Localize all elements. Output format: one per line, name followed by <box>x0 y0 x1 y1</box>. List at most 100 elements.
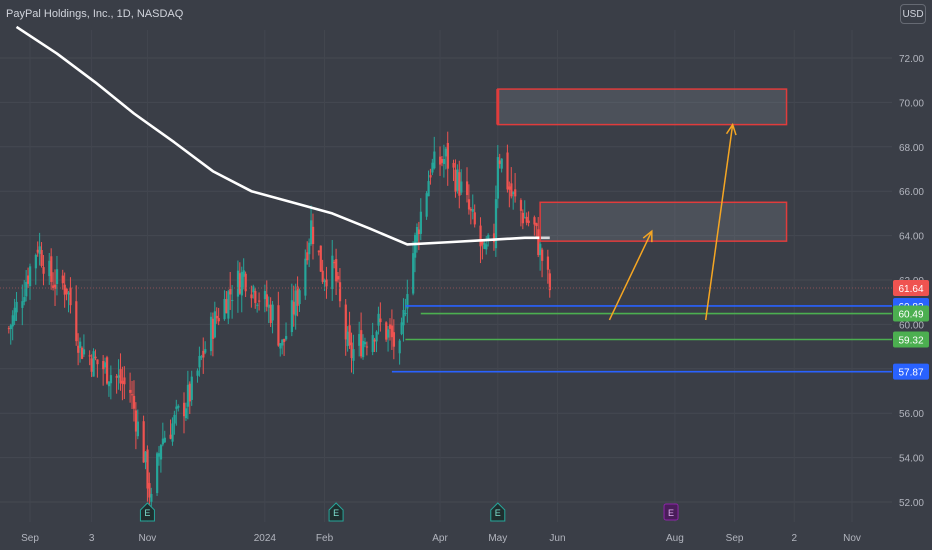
candle-body <box>527 220 530 224</box>
candle-body <box>387 329 390 338</box>
candle-body <box>519 200 523 211</box>
candle-body <box>508 186 511 190</box>
grid-lines <box>0 30 892 522</box>
level-tag-57.87-bg <box>893 363 929 380</box>
last-price-tag-bg <box>893 279 929 296</box>
candle-body <box>452 162 455 168</box>
candle-body <box>132 395 136 409</box>
candle-body <box>456 169 459 191</box>
y-tick-label: 64.00 <box>899 232 924 243</box>
target-arrow <box>608 230 653 321</box>
candle-body <box>365 346 369 348</box>
candle-body <box>15 301 18 313</box>
candle-body <box>134 410 138 432</box>
candle-body <box>317 250 320 253</box>
candle-body <box>398 340 401 354</box>
candle-body <box>231 299 234 302</box>
candle-body <box>190 376 193 400</box>
candle-body <box>186 384 190 407</box>
earnings-badge <box>663 503 679 521</box>
candle-body <box>144 451 147 463</box>
candle-body <box>119 369 122 384</box>
candle-body <box>331 255 334 290</box>
candle-body <box>454 169 457 192</box>
candle-body <box>362 340 365 358</box>
candle-body <box>36 249 39 253</box>
candle-body <box>460 181 463 193</box>
candle-body <box>319 245 322 272</box>
earnings-marker: E <box>328 502 344 522</box>
currency-button[interactable]: USD <box>900 4 926 24</box>
candle-body <box>63 284 66 295</box>
candle-body <box>483 243 486 249</box>
candle-body <box>535 223 538 227</box>
candle-body <box>306 252 309 261</box>
candle-body <box>510 183 513 197</box>
candle-body <box>265 294 268 307</box>
candle-body <box>23 297 26 302</box>
candle-body <box>250 294 253 299</box>
candle-body <box>337 276 340 280</box>
level-tag-57.87: 57.87 <box>898 368 923 379</box>
candle-body <box>229 289 232 295</box>
candle-body <box>171 423 174 442</box>
resistance-zone <box>539 201 788 242</box>
y-tick-label: 52.00 <box>899 498 924 509</box>
candle-body <box>82 349 86 355</box>
candle-body <box>267 304 270 308</box>
candle-body <box>65 288 68 294</box>
candle-body <box>296 286 299 306</box>
candle-body <box>348 325 351 346</box>
x-tick-label: Sep <box>21 533 39 544</box>
candle-body <box>458 172 461 196</box>
candle-body <box>40 250 43 266</box>
resistance-zone <box>497 88 788 126</box>
candle-body <box>385 322 388 340</box>
candle-body <box>371 335 374 353</box>
candle-body <box>77 345 80 353</box>
candle-body <box>107 381 111 387</box>
moving-average-line <box>15 25 550 246</box>
candle-body <box>485 244 488 250</box>
candle-body <box>79 341 82 348</box>
candle-body <box>92 351 95 377</box>
candle-body <box>169 434 172 439</box>
y-tick-label: 60.00 <box>899 320 924 331</box>
candle-body <box>427 181 430 197</box>
candle-body <box>442 158 446 165</box>
candle-body <box>304 258 307 296</box>
earnings-label: E <box>495 508 501 518</box>
candle-body <box>177 405 180 408</box>
x-tick-label: Feb <box>316 533 334 544</box>
candle-body <box>429 175 432 178</box>
candle-body <box>106 357 109 384</box>
candle-body <box>240 271 243 296</box>
earnings-marker: E <box>139 502 155 522</box>
x-tick-label: 2 <box>791 533 797 544</box>
candle-body <box>11 315 14 327</box>
candle-body <box>433 151 436 169</box>
candle-body <box>225 299 228 314</box>
candle-body <box>404 313 407 315</box>
candle-body <box>419 211 422 234</box>
y-tick-label: 72.00 <box>899 54 924 65</box>
candle-body <box>467 199 471 210</box>
candle-body <box>61 275 64 284</box>
candle-body <box>96 359 99 365</box>
y-tick-label: 54.00 <box>899 454 924 465</box>
x-tick-label: 2024 <box>254 533 277 544</box>
x-tick-label: Apr <box>432 533 448 544</box>
y-tick-label: 66.00 <box>899 187 924 198</box>
candle-body <box>541 249 544 261</box>
candle-body <box>69 287 72 306</box>
candle-body <box>487 234 490 241</box>
candle-body <box>173 414 176 424</box>
candle-body <box>157 453 161 457</box>
candle-body <box>159 445 163 460</box>
candle-body <box>7 328 11 330</box>
candle-body <box>350 342 353 359</box>
last-price-tag: 61.64 <box>898 284 923 295</box>
candle-body <box>465 181 469 196</box>
